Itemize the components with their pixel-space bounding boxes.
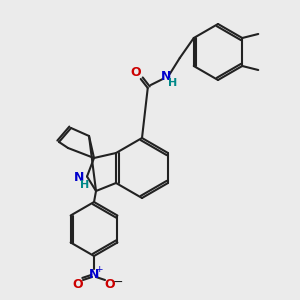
Text: N: N (160, 70, 171, 83)
Text: N: N (74, 171, 84, 184)
Text: H: H (80, 181, 90, 190)
Text: +: + (95, 265, 103, 274)
Text: O: O (105, 278, 115, 290)
Text: O: O (130, 65, 141, 79)
Text: O: O (73, 278, 83, 290)
Text: H: H (168, 78, 177, 88)
Text: N: N (89, 268, 99, 281)
Text: −: − (113, 275, 123, 289)
